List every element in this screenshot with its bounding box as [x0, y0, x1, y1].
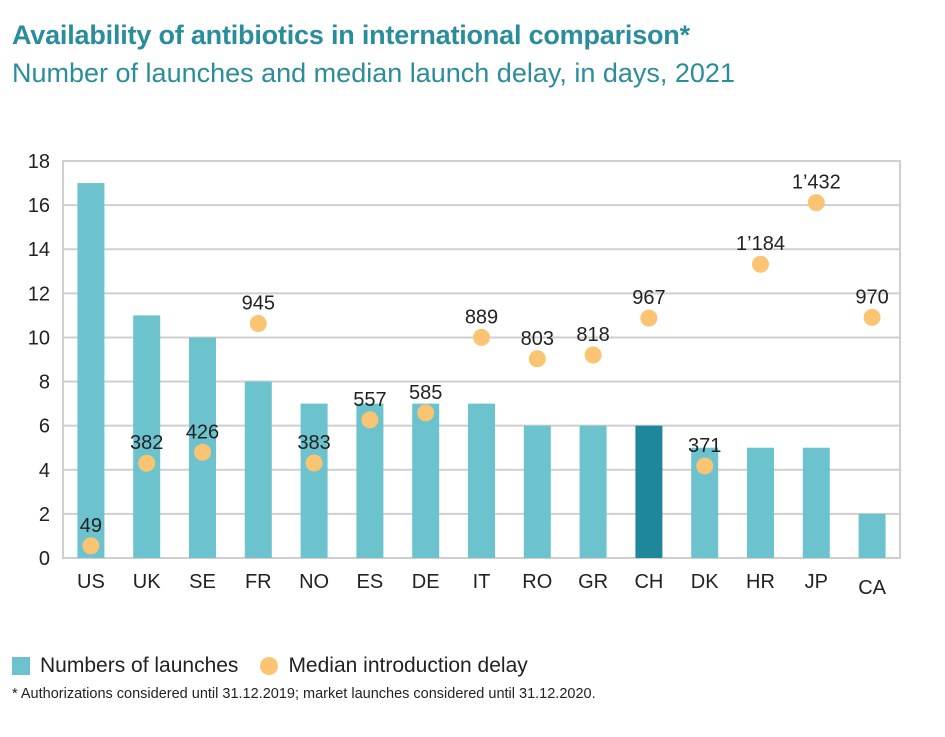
delay-label: 803: [521, 328, 554, 350]
delay-label: 1’184: [736, 233, 785, 255]
chart-title: Availability of antibiotics in internati…: [12, 20, 690, 50]
bar-jp: [802, 447, 830, 558]
legend: Numbers of launches Median introduction …: [12, 654, 528, 678]
delay-label: 371: [688, 435, 721, 457]
x-tick-label: ES: [357, 571, 384, 593]
y-tick-label: 2: [39, 504, 50, 526]
delay-dot-hr: [752, 255, 769, 273]
x-tick-label: DE: [412, 571, 440, 593]
x-tick-label: JP: [805, 571, 828, 593]
bar-it: [468, 403, 495, 558]
y-tick-label: 16: [28, 195, 50, 217]
delay-label: 945: [242, 293, 275, 315]
y-tick-label: 18: [28, 151, 50, 173]
x-tick-label: CH: [634, 571, 663, 593]
y-tick-label: 8: [39, 372, 50, 394]
footnote: * Authorizations considered until 31.12.…: [12, 686, 596, 702]
x-tick-label: IT: [473, 571, 491, 593]
y-tick-label: 14: [28, 239, 50, 261]
y-tick-label: 0: [39, 548, 50, 570]
delay-dot-no: [305, 454, 323, 472]
bar-uk: [133, 315, 161, 558]
delay-dot-ca: [863, 308, 881, 326]
chart-subtitle: Number of launches and median launch del…: [12, 58, 735, 88]
delay-label: 426: [186, 421, 219, 443]
x-tick-label: CA: [858, 577, 886, 599]
delay-dot-jp: [807, 194, 825, 212]
delay-label: 383: [297, 432, 330, 454]
delay-label: 557: [353, 389, 386, 411]
delay-label: 585: [409, 382, 442, 404]
delay-label: 967: [632, 287, 665, 309]
bar-fr: [244, 381, 272, 558]
bar-no: [300, 403, 328, 558]
bar-de: [412, 403, 440, 558]
delay-label: 818: [576, 324, 609, 346]
x-tick-label: US: [77, 571, 105, 593]
y-tick-label: 6: [39, 416, 50, 438]
x-tick-label: DK: [691, 571, 719, 593]
bar-ch: [635, 425, 663, 558]
bar-es: [356, 403, 384, 558]
delay-label: 382: [130, 432, 163, 454]
delay-dot-ch: [640, 309, 658, 327]
x-tick-label: HR: [746, 571, 775, 593]
delay-dot-uk: [138, 454, 156, 472]
x-tick-label: UK: [133, 571, 161, 593]
legend-dot-swatch: [260, 657, 279, 675]
x-tick-label: FR: [245, 571, 272, 593]
y-tick-label: 12: [28, 283, 50, 305]
delay-dot-es: [361, 411, 379, 429]
y-tick-label: 10: [28, 327, 50, 349]
legend-bar-swatch: [12, 657, 30, 675]
x-tick-label: SE: [189, 571, 216, 593]
delay-dot-gr: [584, 346, 602, 364]
delay-dot-se: [194, 443, 211, 461]
delay-label: 49: [80, 515, 102, 537]
bar-hr: [747, 447, 774, 558]
delay-dot-us: [82, 537, 100, 555]
legend-bar-label: Numbers of launches: [40, 654, 239, 677]
delay-label: 1’432: [792, 172, 841, 194]
y-tick-label: 4: [39, 460, 50, 482]
delay-dot-ro: [528, 350, 546, 368]
x-tick-label: RO: [522, 571, 552, 593]
delay-dot-de: [417, 404, 435, 422]
bar-ro: [523, 425, 551, 558]
legend-dot-label: Median introduction delay: [288, 654, 528, 677]
x-tick-label: NO: [299, 571, 329, 593]
delay-dot-it: [473, 328, 490, 346]
delay-dot-dk: [696, 457, 714, 475]
bar-gr: [579, 425, 607, 558]
delay-dot-fr: [249, 315, 267, 333]
delay-label: 889: [465, 306, 498, 328]
delay-label: 970: [855, 286, 888, 308]
bar-us: [77, 183, 105, 559]
bar-ca: [858, 513, 886, 558]
x-tick-label: GR: [578, 571, 608, 593]
